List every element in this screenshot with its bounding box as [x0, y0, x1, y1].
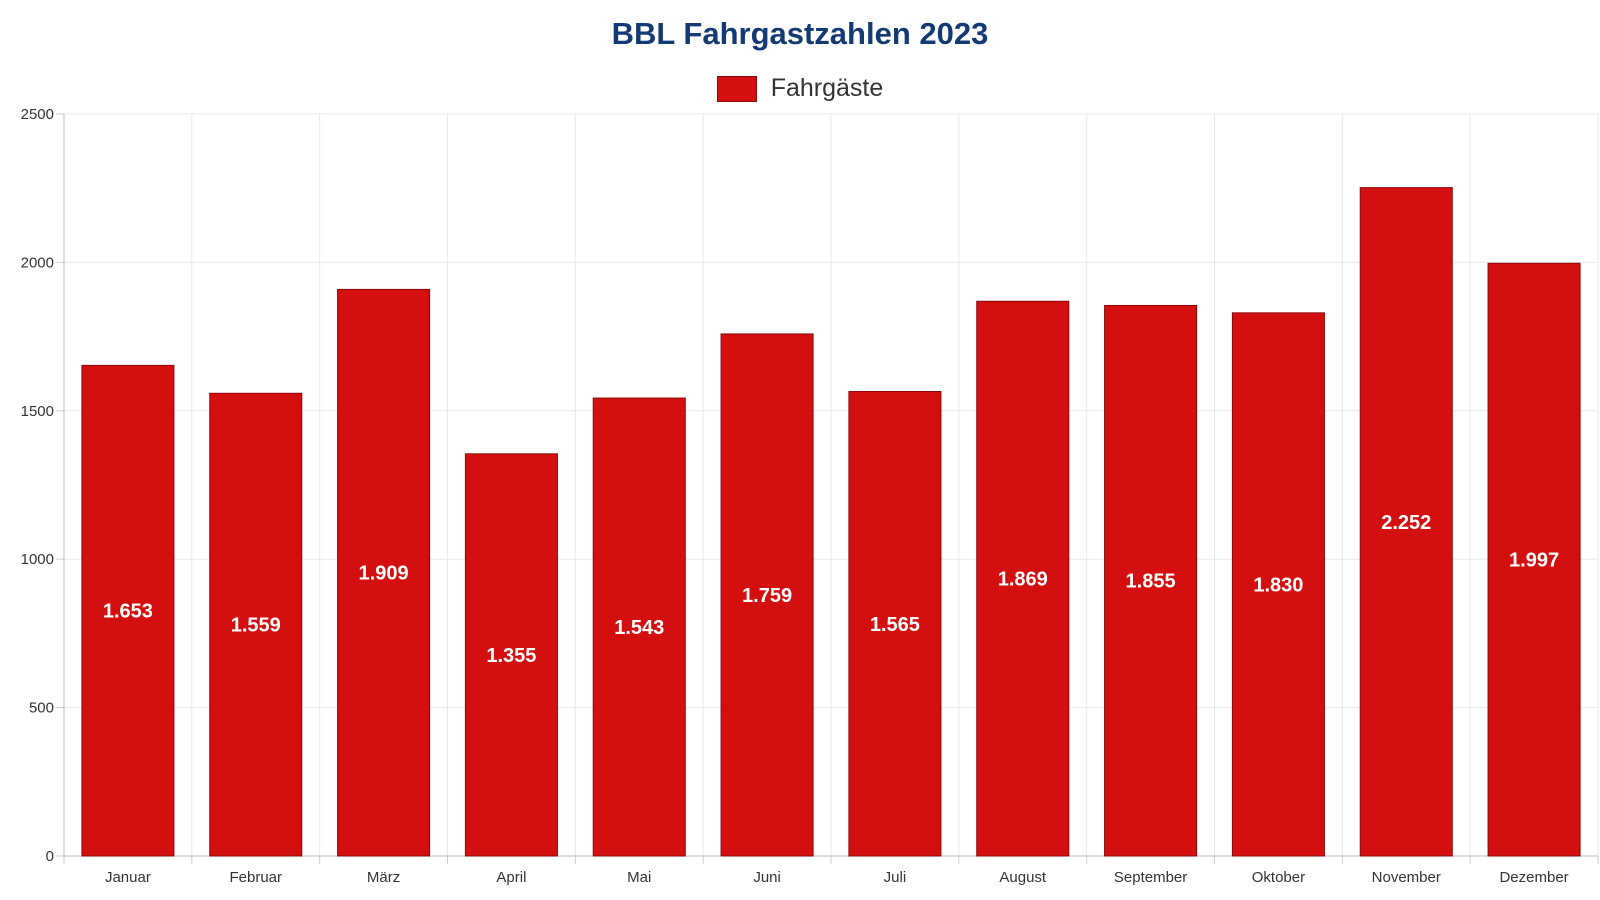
x-tick-label: Dezember [1499, 869, 1568, 886]
x-tick-label: November [1372, 869, 1441, 886]
bar-data-label: 1.909 [359, 563, 409, 585]
legend-label: Fahrgäste [770, 74, 884, 102]
bar-data-label: 1.997 [1509, 550, 1559, 572]
bar-data-label: 1.653 [103, 601, 153, 623]
y-tick-label: 1000 [21, 551, 54, 568]
x-tick-label: Februar [229, 869, 282, 886]
chart-title: BBL Fahrgastzahlen 2023 [611, 16, 989, 51]
y-tick-label: 2000 [21, 254, 54, 271]
bar[interactable] [1231, 312, 1325, 857]
bar[interactable] [976, 300, 1070, 857]
bar-data-label: 2.252 [1381, 512, 1431, 534]
bar[interactable] [1359, 187, 1453, 857]
bar[interactable] [81, 364, 175, 857]
bar-data-label: 1.543 [614, 617, 664, 639]
bar[interactable] [464, 453, 558, 857]
x-tick-label: August [999, 869, 1047, 886]
bar[interactable] [1487, 262, 1581, 857]
x-tick-label: April [496, 869, 526, 886]
bar-data-label: 1.565 [870, 614, 920, 636]
bar-data-label: 1.759 [742, 585, 792, 607]
x-tick-label: September [1114, 869, 1187, 886]
x-tick-label: Januar [105, 869, 151, 886]
bar[interactable] [337, 288, 431, 857]
y-tick-label: 2500 [21, 106, 54, 123]
x-tick-label: Mai [627, 869, 651, 886]
legend[interactable]: Fahrgäste [0, 74, 1600, 103]
y-tick-label: 1500 [21, 403, 54, 420]
bar[interactable] [848, 391, 942, 857]
bar-data-label: 1.855 [1126, 571, 1176, 593]
bar[interactable] [592, 397, 686, 857]
x-tick-label: Oktober [1252, 869, 1305, 886]
x-tick-label: März [367, 869, 400, 886]
bar-data-label: 1.559 [231, 615, 281, 637]
bar-data-label: 1.869 [998, 569, 1048, 591]
bar[interactable] [720, 333, 814, 857]
y-tick-label: 0 [46, 848, 54, 865]
x-tick-label: Juli [884, 869, 907, 886]
bar[interactable] [209, 392, 303, 857]
bar[interactable] [1104, 304, 1198, 857]
bar-data-label: 1.355 [486, 645, 536, 667]
y-tick-label: 500 [29, 700, 54, 717]
bar-data-label: 1.830 [1253, 574, 1303, 596]
legend-swatch [716, 75, 757, 102]
x-tick-label: Juni [753, 869, 781, 886]
